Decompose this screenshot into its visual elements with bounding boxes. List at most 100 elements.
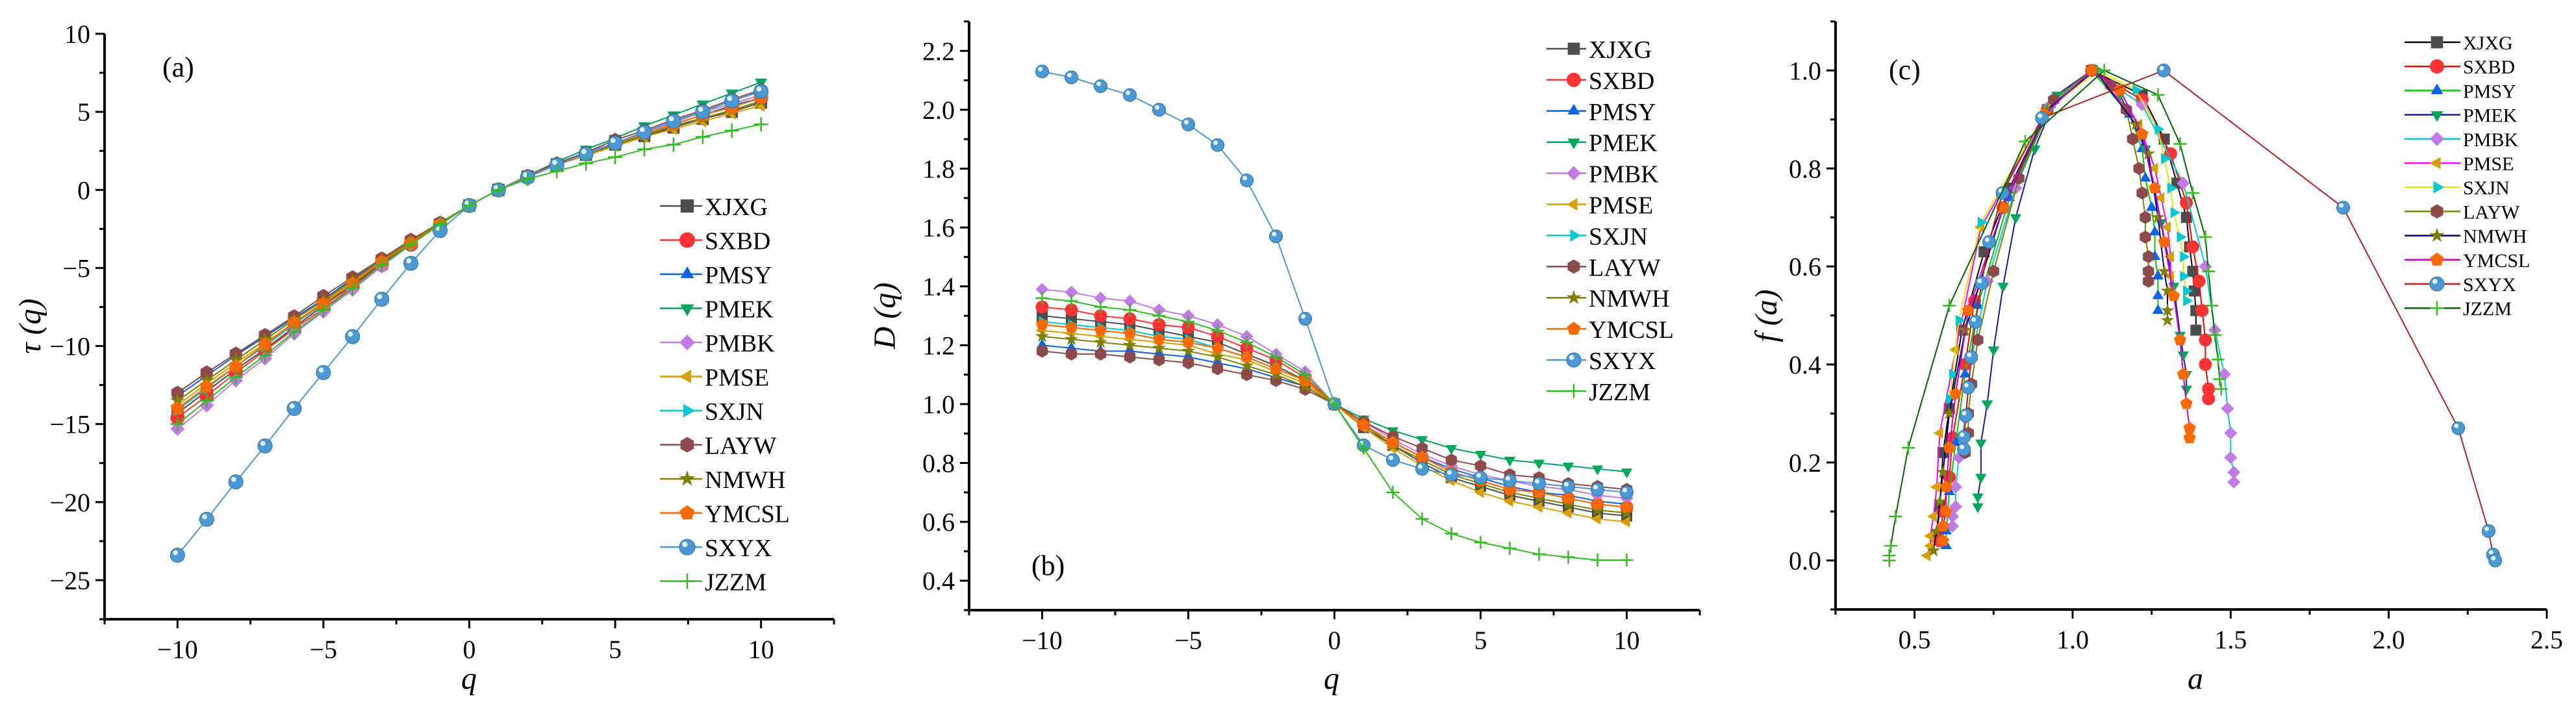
sphere-highlight (406, 258, 412, 264)
data-point (1211, 324, 1224, 337)
y-tick-label: 1.0 (1789, 56, 1821, 85)
sphere-body (1211, 138, 1224, 152)
legend-label: LAYW (705, 433, 777, 460)
data-point (1240, 335, 1254, 349)
legend-item: LAYW (2405, 201, 2520, 223)
sphere-highlight (1535, 479, 1539, 484)
sphere-highlight (1272, 231, 1276, 237)
sphere-body (1094, 79, 1107, 94)
legend-label: PMSY (1589, 99, 1656, 126)
sphere-highlight (1126, 90, 1130, 96)
legend-label: SXYX (1589, 348, 1656, 375)
sphere-body (1152, 103, 1166, 117)
data-point (2013, 172, 2025, 185)
legend-item: SXBD (2405, 57, 2515, 78)
data-point (2121, 103, 2132, 116)
legend-item: PMSY (2405, 81, 2516, 102)
data-point (1386, 453, 1400, 467)
data-point (1943, 299, 1956, 313)
data-point (2010, 214, 2022, 224)
y-tick-label: −15 (49, 410, 90, 439)
legend-marker (2431, 111, 2443, 122)
data-point (1884, 539, 1898, 552)
data-point (1065, 294, 1078, 308)
legend-label: XJXG (2463, 32, 2513, 54)
legend-label: JZZM (705, 569, 766, 596)
legend-item: PMEK (1547, 130, 1658, 157)
data-point (1035, 300, 1049, 314)
legend-item: XJXG (2405, 32, 2513, 54)
legend-item: PMSY (660, 262, 772, 289)
data-point (2177, 231, 2187, 243)
legend-item: NMWH (1547, 285, 1670, 313)
sphere-highlight (1184, 120, 1189, 125)
data-point (2202, 392, 2216, 405)
sphere-body (695, 104, 711, 120)
data-point (2180, 397, 2193, 409)
data-point (1123, 327, 1137, 339)
data-point (170, 417, 185, 431)
data-point (316, 365, 331, 380)
data-point (2141, 146, 2156, 160)
data-point (1933, 427, 1943, 439)
data-point (1474, 535, 1487, 549)
data-point (1503, 495, 1513, 507)
legend-label: PMBK (705, 330, 775, 357)
data-point (1503, 474, 1517, 488)
data-point (170, 401, 184, 415)
data-point (2221, 402, 2234, 415)
data-point (1949, 368, 1960, 380)
series-ymcsl (1936, 64, 2196, 546)
data-point (1972, 503, 1984, 513)
series-pmbk (1946, 64, 2241, 533)
sphere-highlight (1038, 67, 1042, 72)
data-point (1562, 463, 1574, 473)
data-point (1357, 441, 1370, 455)
data-point (1036, 339, 1048, 349)
y-tick-label: −20 (49, 488, 90, 517)
y-tick-label: 0.4 (922, 567, 955, 596)
y-tick-label: 0.4 (1789, 350, 1821, 379)
sphere-highlight (2491, 556, 2496, 561)
data-point (1972, 493, 1984, 504)
data-point (1620, 485, 1634, 500)
legend-marker (1567, 198, 1578, 211)
x-tick-label: −5 (310, 635, 338, 664)
sphere-body (2336, 201, 2351, 215)
legend-marker (679, 505, 695, 520)
data-point (374, 291, 390, 307)
sphere-highlight (1593, 485, 1598, 490)
data-point (1961, 380, 1975, 394)
data-point (1181, 315, 1195, 329)
data-point (1962, 303, 1975, 316)
data-point (1065, 70, 1078, 84)
y-tick-label: 0.8 (922, 449, 955, 478)
data-point (520, 172, 535, 186)
sphere-highlight (1418, 464, 1422, 469)
legend-marker (680, 304, 694, 316)
sphere-body (1969, 314, 1983, 329)
legend-item: XJXG (1547, 36, 1652, 64)
sphere-highlight (2038, 113, 2043, 118)
legend: XJXG SXBD PMSY PMEK PMBK PMSE SXJN LAYW NMWH YMCS… (660, 194, 790, 596)
data-point (1211, 138, 1224, 152)
data-point (1094, 335, 1107, 348)
legend-marker (2429, 227, 2445, 242)
data-point (2180, 385, 2192, 396)
legend-item: SXJN (2405, 177, 2510, 199)
legend-label: SXYX (705, 535, 772, 562)
sphere-body (1415, 462, 1429, 476)
data-point (2143, 250, 2154, 263)
data-point (228, 474, 244, 490)
x-tick-label: −10 (157, 635, 198, 664)
data-point (2180, 196, 2193, 210)
data-point (1591, 497, 1604, 510)
data-point (1561, 480, 1575, 494)
data-point (199, 511, 214, 527)
legend-item: PMEK (2405, 105, 2518, 127)
sphere-body (2451, 421, 2466, 435)
y-tick-label: 5 (77, 97, 90, 127)
legend-label: SXJN (2463, 177, 2510, 199)
sphere-body (403, 255, 419, 271)
data-point (1094, 347, 1107, 361)
